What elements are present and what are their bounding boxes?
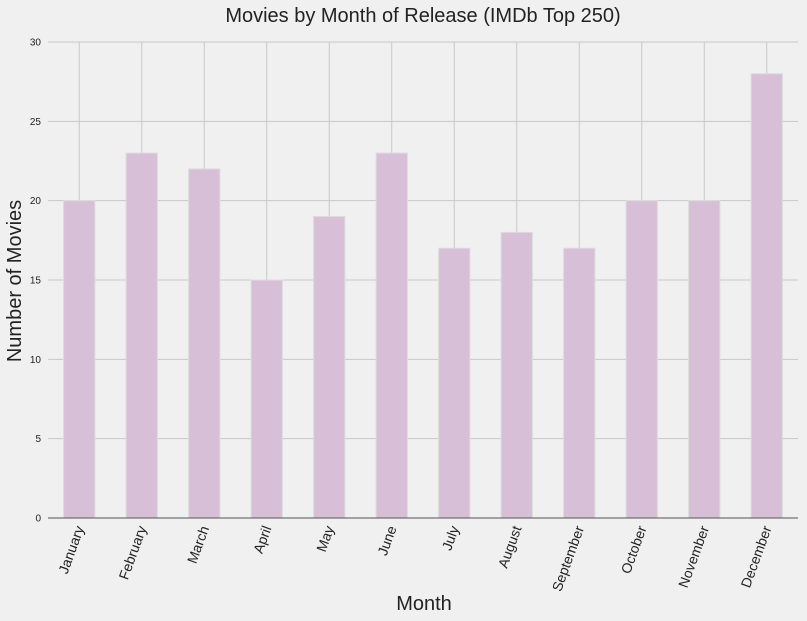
- bar-november: [688, 200, 721, 519]
- bar-may: [313, 216, 346, 519]
- y-tick-label: 5: [35, 434, 41, 445]
- y-tick-label: 20: [30, 196, 42, 207]
- bar-july: [438, 247, 471, 519]
- x-axis-label: Month: [396, 593, 452, 615]
- bar-january: [63, 200, 96, 519]
- bar-june: [375, 152, 408, 519]
- bar-december: [750, 73, 783, 519]
- chart-title: Movies by Month of Release (IMDb Top 250…: [225, 5, 620, 27]
- y-tick-label: 30: [30, 38, 42, 49]
- y-tick-label: 15: [30, 276, 42, 287]
- y-tick-label: 10: [30, 355, 42, 366]
- y-tick-label: 0: [35, 514, 41, 525]
- bar-october: [625, 200, 658, 519]
- bar-february: [125, 152, 158, 519]
- bar-march: [188, 168, 221, 519]
- bars: [63, 73, 783, 519]
- bar-august: [500, 231, 533, 519]
- y-tick-labels: 0 5 10 15 20 25 30: [30, 38, 42, 525]
- y-tick-label: 25: [30, 117, 42, 128]
- y-axis-label: Number of Movies: [4, 200, 26, 362]
- bar-september: [563, 247, 596, 519]
- bar-april: [250, 279, 283, 519]
